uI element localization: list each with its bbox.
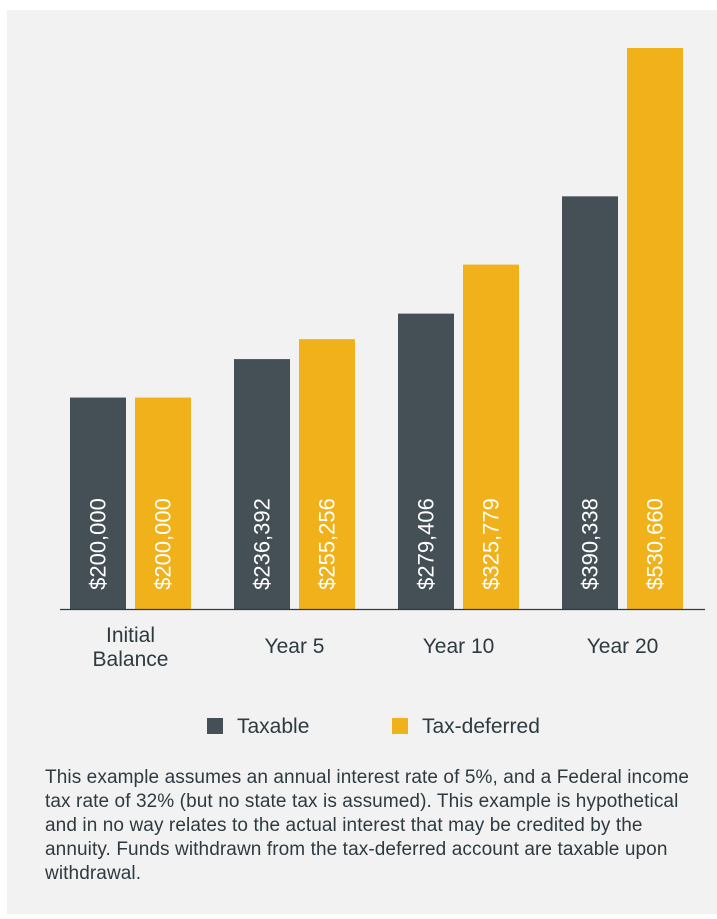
x-tick-label: Year 10 bbox=[423, 635, 495, 658]
bar-taxable-1 bbox=[234, 359, 290, 609]
footnote: This example assumes an annual interest … bbox=[45, 767, 690, 884]
bar-value-label: $390,338 bbox=[578, 498, 603, 590]
x-tick-label: Initial bbox=[106, 624, 155, 647]
bar-value-label: $200,000 bbox=[86, 498, 111, 590]
bar-taxable-3 bbox=[562, 196, 618, 609]
bar-tax-deferred-3 bbox=[627, 48, 683, 609]
legend-label-tax-deferred: Tax-deferred bbox=[422, 715, 540, 738]
legend-label-taxable: Taxable bbox=[237, 715, 309, 738]
legend-swatch-tax-deferred bbox=[392, 718, 408, 734]
bar-value-label: $255,256 bbox=[315, 498, 340, 590]
bar-value-label: $236,392 bbox=[250, 498, 275, 590]
legend-swatch-taxable bbox=[207, 718, 223, 734]
bar-tax-deferred-1 bbox=[299, 339, 355, 609]
bar-value-label: $530,660 bbox=[643, 498, 668, 590]
bar-value-label: $325,779 bbox=[479, 498, 504, 590]
bar-value-label: $279,406 bbox=[414, 498, 439, 590]
x-tick-label: Year 5 bbox=[265, 635, 325, 658]
bar-taxable-2 bbox=[398, 313, 454, 609]
x-tick-label: Balance bbox=[93, 648, 169, 671]
bar-tax-deferred-0 bbox=[135, 397, 191, 609]
bar-value-label: $200,000 bbox=[151, 498, 176, 590]
x-tick-label: Year 20 bbox=[587, 635, 659, 658]
bar-tax-deferred-2 bbox=[463, 264, 519, 609]
bar-taxable-0 bbox=[70, 397, 126, 609]
